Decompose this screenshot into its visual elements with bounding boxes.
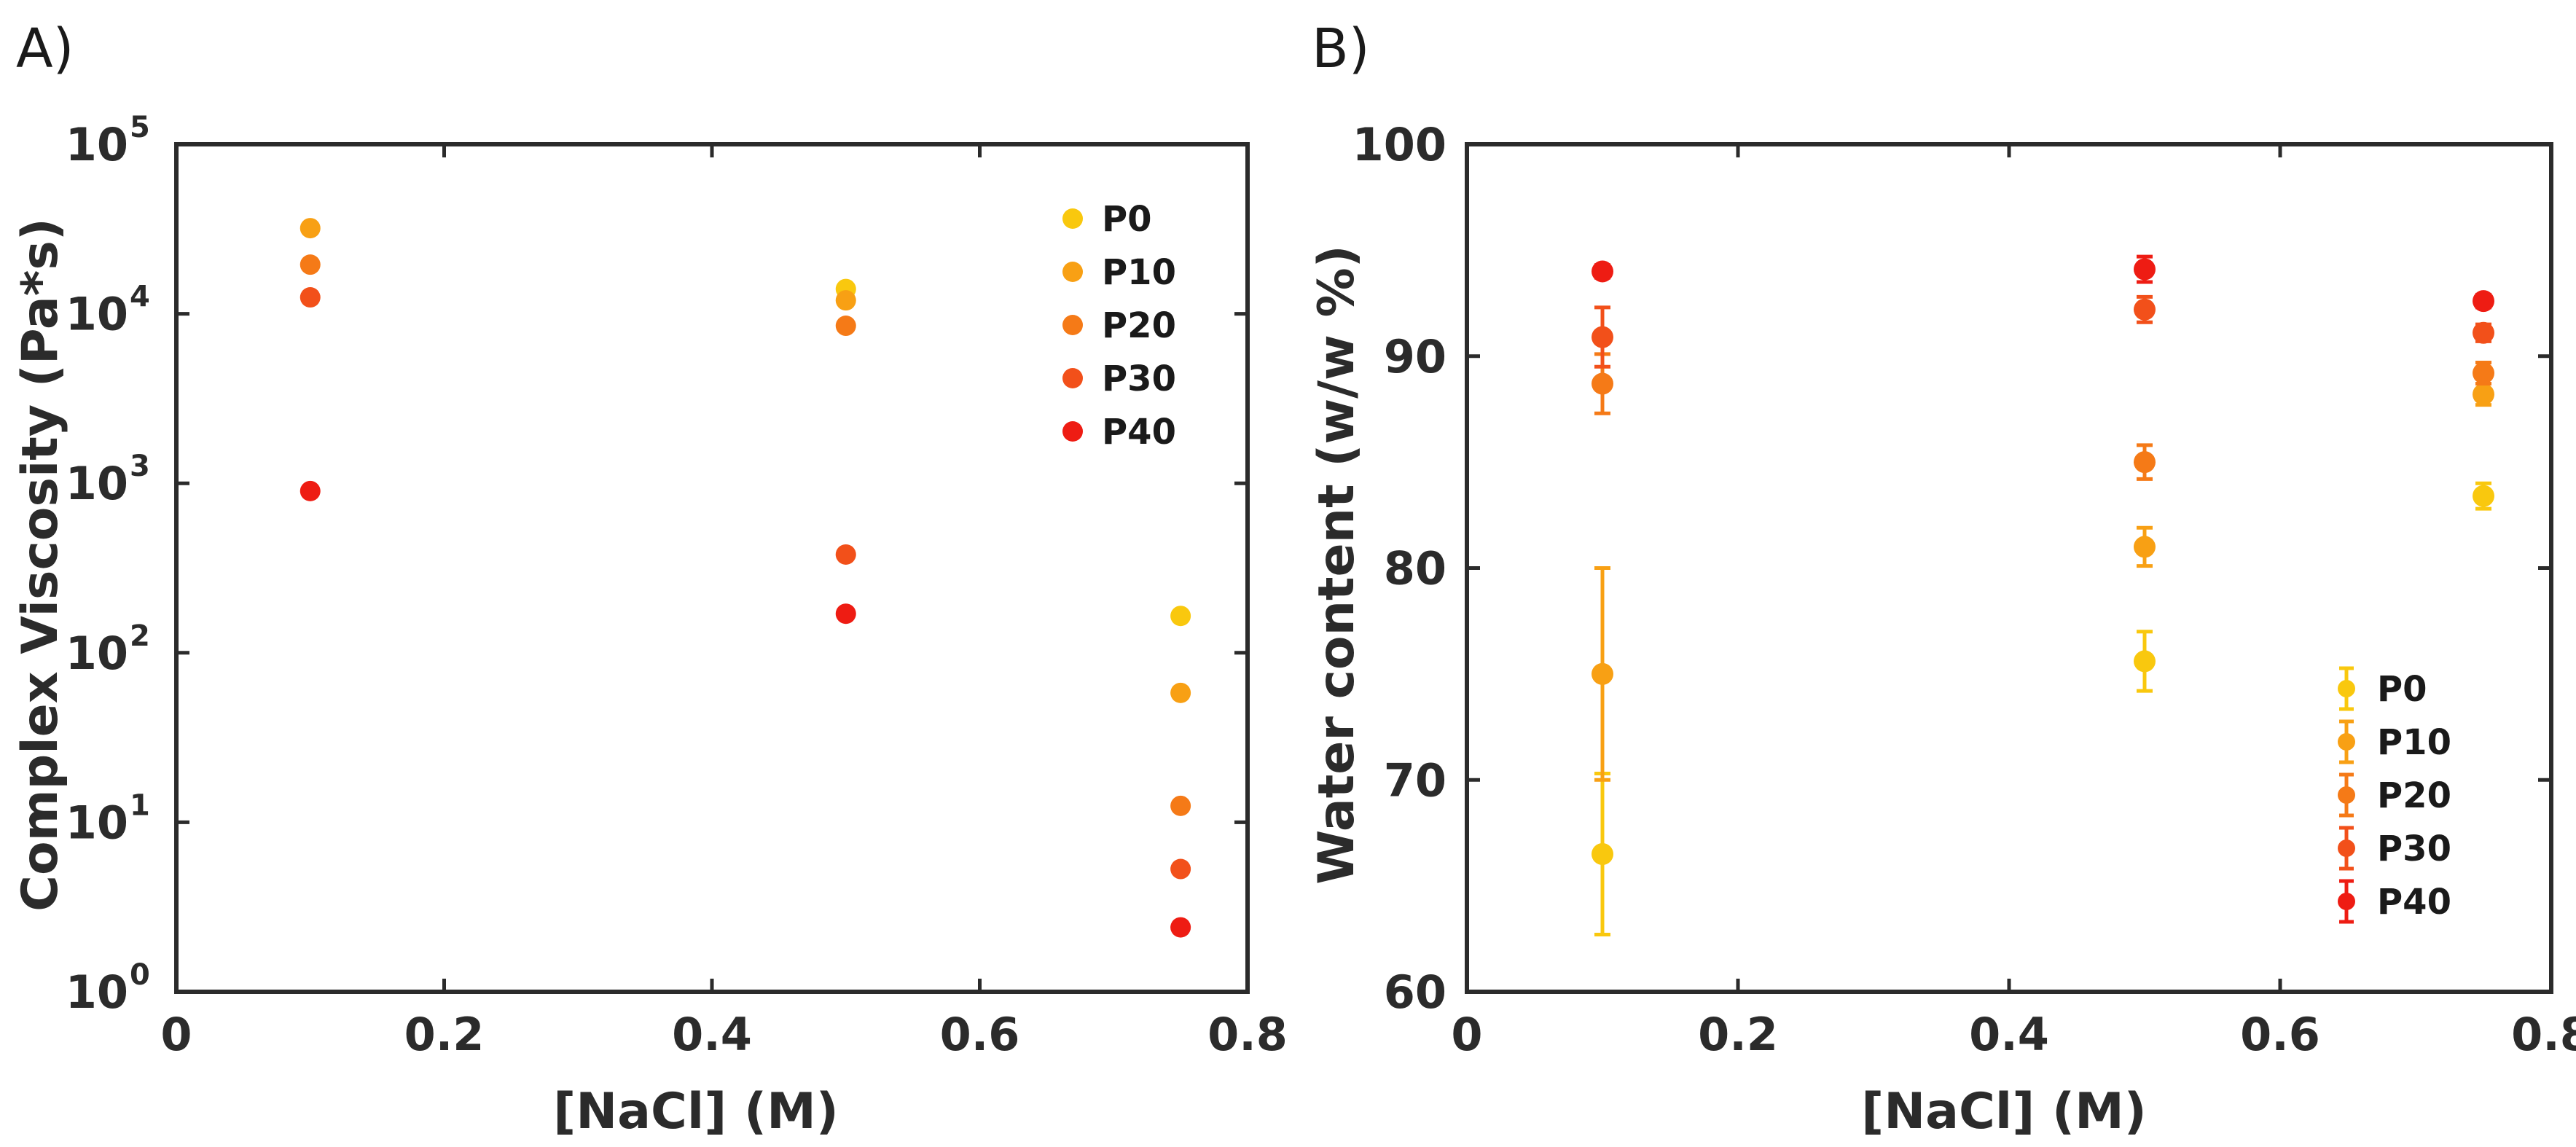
chart-a-legend-label: P0 — [1102, 199, 1152, 240]
chart-b-point-p30 — [2473, 321, 2494, 344]
chart-a-point-p10 — [1170, 682, 1191, 703]
chart-b-point-p10 — [2134, 536, 2156, 558]
chart-b-point-p30 — [1592, 326, 1613, 348]
chart-a-ytick-exponent: 4 — [130, 281, 150, 314]
chart-a-legend-marker-p0 — [1062, 208, 1083, 229]
chart-a-legend-marker-p10 — [1062, 262, 1083, 282]
chart-a-xtick-label: 0.8 — [1207, 1008, 1288, 1061]
chart-a-legend-label: P30 — [1102, 359, 1176, 399]
chart-a-plot-frame — [174, 142, 1250, 994]
chart-b-legend-label: P30 — [2377, 829, 2451, 869]
viscosity-chart: Complex Viscosity (Pa*s) [NaCl] (M) 0 0.2… — [12, 111, 1288, 1140]
chart-b-legend-label: P40 — [2377, 882, 2451, 923]
chart-b-plot-frame — [1465, 142, 2553, 994]
chart-b-point-p10 — [2473, 383, 2494, 406]
panel-b-label: B) — [1312, 17, 1370, 80]
chart-a-point-p30 — [1170, 858, 1191, 880]
chart-a-ytick-label: 10 — [66, 288, 128, 341]
chart-a-legend-marker-p30 — [1062, 368, 1083, 388]
chart-b-xtick-label: 0 — [1451, 1008, 1482, 1061]
chart-b-point-p40 — [2473, 290, 2494, 313]
chart-a-ytick-label: 10 — [66, 457, 128, 510]
chart-a-point-p40 — [300, 480, 321, 501]
chart-b-legend-marker-p10 — [2338, 733, 2355, 751]
chart-b-point-p20 — [1592, 372, 1613, 395]
chart-a-point-p10 — [835, 290, 856, 311]
chart-b-legend-label: P10 — [2377, 722, 2451, 763]
chart-a-legend-marker-p40 — [1062, 421, 1083, 442]
chart-a-xlabel: [NaCl] (M) — [553, 1083, 839, 1140]
chart-a-ytick-exponent: 2 — [130, 619, 150, 653]
chart-a-legend-label: P10 — [1102, 252, 1176, 293]
chart-b-ytick-label: 90 — [1384, 330, 1446, 383]
chart-b-ytick-label: 60 — [1384, 966, 1446, 1019]
chart-a-ytick-exponent: 3 — [130, 450, 150, 483]
water-content-chart: Water content (w/w %) [NaCl] (M) 0 0.2 0.4… — [1308, 118, 2576, 1140]
chart-b-point-p40 — [1592, 260, 1613, 283]
chart-b-legend-label: P0 — [2377, 669, 2427, 710]
chart-a-ytick-label: 10 — [66, 118, 128, 171]
chart-a-legend-label: P40 — [1102, 412, 1176, 453]
chart-a-xtick-label: 0 — [160, 1008, 192, 1061]
chart-b-ylabel: Water content (w/w %) — [1308, 245, 1366, 884]
chart-b-ytick-label: 70 — [1384, 753, 1446, 807]
chart-a-xtick-label: 0.4 — [672, 1008, 752, 1061]
chart-b-point-p20 — [2473, 362, 2494, 385]
chart-a-ytick-label: 10 — [66, 627, 128, 680]
chart-b-point-p0 — [2473, 485, 2494, 507]
chart-a-ylabel: Complex Viscosity (Pa*s) — [12, 218, 69, 912]
chart-a-point-p30 — [835, 544, 856, 565]
chart-a-point-p30 — [300, 287, 321, 308]
chart-b-point-p0 — [2134, 650, 2156, 673]
chart-b-legend-label: P20 — [2377, 775, 2451, 816]
panel-a-label: A) — [16, 17, 74, 80]
chart-b-point-p30 — [2134, 298, 2156, 321]
chart-a-ytick-exponent: 0 — [130, 958, 150, 992]
chart-b-point-p0 — [1592, 843, 1613, 866]
chart-a-legend-label: P20 — [1102, 305, 1176, 346]
chart-a-point-p20 — [835, 316, 856, 337]
chart-a-xtick-label: 0.2 — [404, 1008, 485, 1061]
chart-b-legend-marker-p0 — [2338, 680, 2355, 697]
chart-b-point-p40 — [2134, 258, 2156, 281]
chart-a-point-p0 — [1170, 606, 1191, 627]
chart-b-xtick-label: 0.6 — [2240, 1008, 2320, 1061]
chart-a-ytick-exponent: 1 — [130, 788, 150, 822]
chart-a-ytick-exponent: 5 — [130, 111, 150, 144]
chart-a-xtick-label: 0.6 — [940, 1008, 1020, 1061]
chart-a-legend-marker-p20 — [1062, 315, 1083, 335]
chart-a-point-p40 — [835, 603, 856, 625]
chart-a-point-p20 — [1170, 795, 1191, 816]
chart-b-xtick-label: 0.8 — [2511, 1008, 2576, 1061]
chart-b-xtick-label: 0.2 — [1698, 1008, 1778, 1061]
chart-a-ytick-label: 10 — [66, 966, 128, 1019]
chart-b-ytick-label: 100 — [1352, 118, 1446, 171]
chart-a-point-p10 — [300, 218, 321, 239]
chart-a-point-p40 — [1170, 917, 1191, 938]
chart-b-xlabel: [NaCl] (M) — [1861, 1083, 2147, 1140]
chart-b-legend-marker-p40 — [2338, 893, 2355, 910]
chart-b-legend-marker-p20 — [2338, 786, 2355, 804]
chart-b-ytick-label: 80 — [1384, 542, 1446, 595]
chart-a-point-p20 — [300, 254, 321, 275]
chart-a-ytick-label: 10 — [66, 796, 128, 849]
chart-b-point-p10 — [1592, 662, 1613, 685]
chart-b-xtick-label: 0.4 — [1969, 1008, 2049, 1061]
chart-b-point-p20 — [2134, 451, 2156, 474]
chart-b-legend-marker-p30 — [2338, 839, 2355, 857]
